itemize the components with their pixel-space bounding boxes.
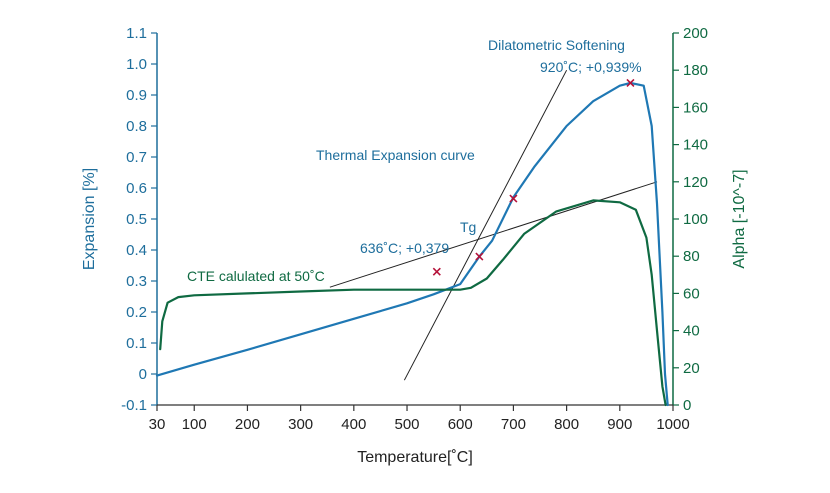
construction-lines-layer	[329, 69, 658, 381]
y-tick-label: 0.3	[126, 273, 147, 290]
data-point-marker	[475, 252, 484, 261]
x-tick-label: 900	[607, 416, 632, 433]
y-tick-label: 0.6	[126, 180, 147, 197]
x-tick-label: 300	[288, 416, 313, 433]
x-tick-label: 200	[235, 416, 260, 433]
y-tick-label: 0.5	[126, 211, 147, 228]
data-point-marker	[626, 78, 635, 87]
marker-stroke	[509, 194, 518, 203]
y2-tick-label: 20	[683, 360, 700, 377]
y-tick-label: 1.0	[126, 56, 147, 73]
y-tick-label: 0.4	[126, 242, 147, 259]
y-axis-title: Expansion [%]	[81, 168, 98, 270]
y2-tick-label: 160	[683, 99, 708, 116]
x-tick-label: 1000	[656, 416, 689, 433]
y-tick-label: 0	[139, 366, 147, 383]
y-tick-label: 0.7	[126, 149, 147, 166]
annotation-cte-label: CTE calulated at 50˚C	[187, 268, 325, 284]
y2-tick-label: 140	[683, 137, 708, 154]
expansion-series-line	[155, 81, 669, 407]
y-tick-label: 0.2	[126, 304, 147, 321]
x-axis-title: Temperature[˚C]	[357, 449, 473, 466]
alpha-series-line	[159, 199, 667, 407]
axes-layer: -0.1 0 0.1 0.2 0.3 0.4 0.5 0.6 0.7 0.8 0.9 1.0 1.1 0 2…	[121, 25, 708, 433]
markers-layer	[432, 78, 635, 276]
annotation-softening-title: Dilatometric Softening	[488, 37, 625, 53]
y-tick-label: 0.8	[126, 118, 147, 135]
x-tick-label: 30	[149, 416, 166, 433]
x-tick-label: 100	[182, 416, 207, 433]
y-tick-label: -0.1	[121, 397, 147, 414]
series-layer	[155, 81, 669, 407]
construction-line	[403, 69, 568, 381]
x-tick-label: 800	[554, 416, 579, 433]
data-point-marker	[432, 267, 441, 276]
marker-stroke	[475, 252, 484, 261]
y2-tick-label: 40	[683, 323, 700, 340]
y2-axis-title: Alpha [-10^-7]	[731, 169, 748, 268]
y2-tick-label: 120	[683, 174, 708, 191]
marker-stroke	[432, 267, 441, 276]
annotation-curve-label: Thermal Expansion curve	[316, 147, 475, 163]
y2-tick-label: 0	[683, 397, 691, 414]
y2-tick-label: 180	[683, 62, 708, 79]
annotation-softening-value: 920˚C; +0,939%	[540, 59, 642, 75]
marker-stroke	[626, 78, 635, 87]
y-tick-label: 0.1	[126, 335, 147, 352]
y2-tick-label: 100	[683, 211, 708, 228]
x-tick-label: 700	[501, 416, 526, 433]
x-tick-label: 500	[395, 416, 420, 433]
x-tick-label: 600	[448, 416, 473, 433]
annotation-tg-value: 636˚C; +0,379	[360, 240, 449, 256]
construction-line	[329, 181, 658, 288]
y2-tick-label: 60	[683, 285, 700, 302]
y2-tick-label: 80	[683, 248, 700, 265]
annotation-tg-title: Tg	[460, 219, 476, 235]
data-point-marker	[509, 194, 518, 203]
y2-tick-label: 200	[683, 25, 708, 42]
x-tick-label: 400	[341, 416, 366, 433]
y-tick-label: 0.9	[126, 87, 147, 104]
y-tick-label: 1.1	[126, 25, 147, 42]
